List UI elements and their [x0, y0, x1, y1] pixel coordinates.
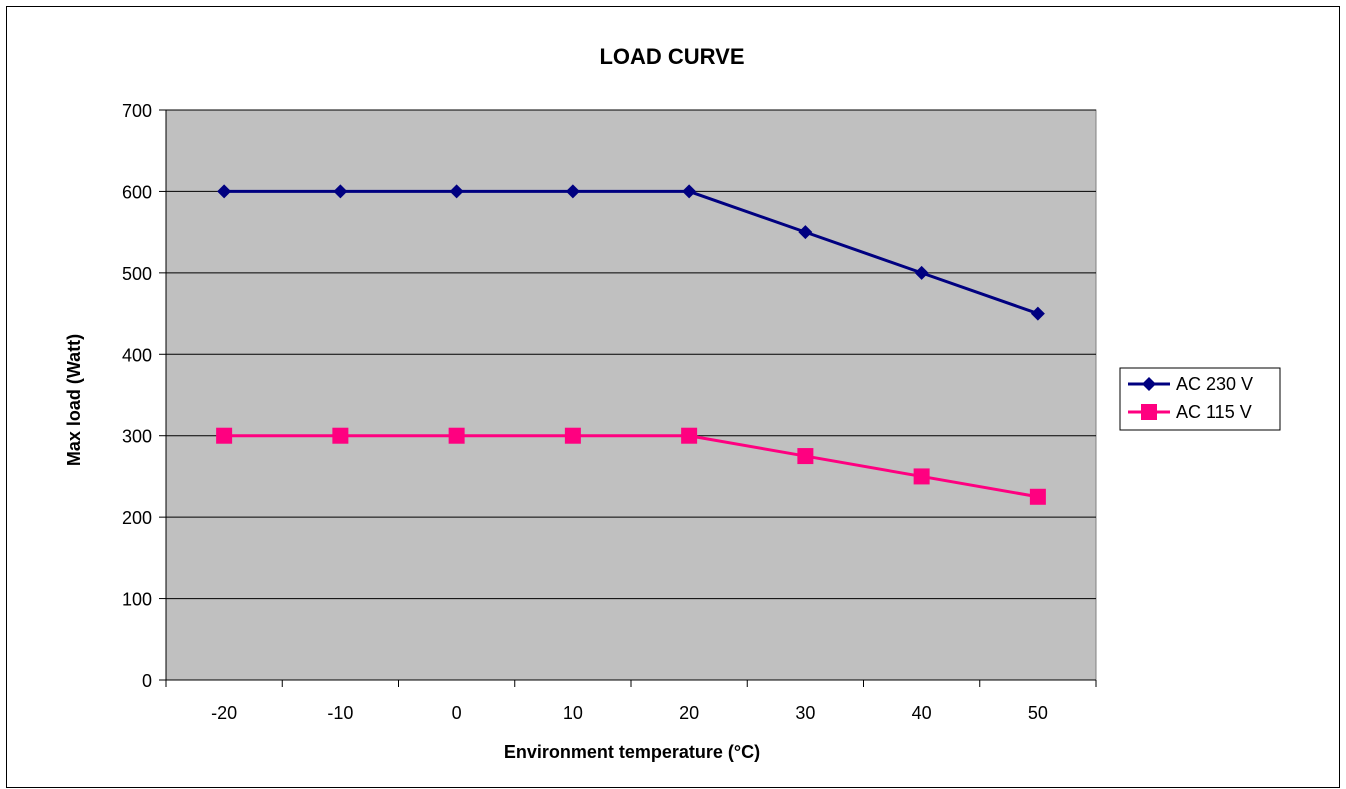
x-tick-label: -10 [327, 703, 353, 723]
legend-label: AC 230 V [1176, 374, 1253, 394]
x-tick-label: 10 [563, 703, 583, 723]
series-line [224, 434, 1039, 499]
data-point [449, 184, 464, 199]
y-tick-label: 600 [122, 182, 152, 202]
y-tick-label: 300 [122, 427, 152, 447]
data-point [682, 184, 697, 199]
series-line [224, 189, 1039, 315]
y-tick-label: 200 [122, 508, 152, 528]
data-point [565, 184, 580, 199]
y-axis-label: Max load (Watt) [64, 334, 84, 466]
data-point [564, 427, 581, 444]
legend: AC 230 V AC 115 V [1119, 367, 1281, 431]
data-point [333, 184, 348, 199]
data-point [798, 225, 813, 240]
data-point [216, 427, 233, 444]
data-point [1030, 306, 1045, 321]
data-point [681, 427, 698, 444]
x-tick-label: 40 [912, 703, 932, 723]
x-tick-label: 20 [679, 703, 699, 723]
data-point [1029, 488, 1046, 505]
series-ac-230-v [217, 184, 1045, 321]
data-point [914, 265, 929, 280]
y-tick-label: 100 [122, 590, 152, 610]
data-point [448, 427, 465, 444]
data-point [217, 184, 232, 199]
x-axis-label: Environment temperature (°C) [504, 742, 760, 762]
series-group [216, 184, 1046, 505]
series-ac-115-v [216, 427, 1046, 505]
x-tick-label: 0 [452, 703, 462, 723]
legend-marker [1142, 377, 1156, 391]
x-tick-label: 30 [795, 703, 815, 723]
x-tick-label: -20 [211, 703, 237, 723]
x-tick-labels: -20 -10 0 10 20 30 40 50 [165, 680, 1097, 723]
y-tick-label: 0 [142, 671, 152, 691]
x-tick-label: 50 [1028, 703, 1048, 723]
legend-marker [1141, 404, 1157, 420]
chart-title: LOAD CURVE [599, 44, 744, 69]
data-point [797, 448, 814, 465]
data-point [332, 427, 349, 444]
data-point [913, 468, 930, 485]
legend-label: AC 115 V [1176, 402, 1252, 422]
y-tick-label: 700 [122, 101, 152, 121]
y-tick-labels: 0 100 200 300 400 500 600 700 [122, 101, 166, 691]
plot-area [165, 109, 1097, 681]
y-tick-label: 400 [122, 345, 152, 365]
y-tick-label: 500 [122, 264, 152, 284]
